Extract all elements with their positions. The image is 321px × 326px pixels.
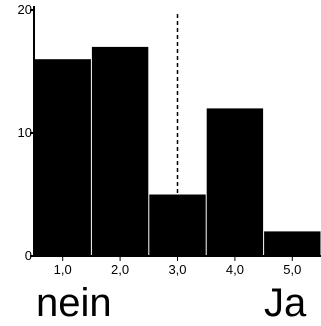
bars: [34, 46, 321, 257]
bar-1: [34, 59, 91, 257]
bar-4: [206, 108, 264, 257]
x-tick-label: 1,0: [54, 262, 72, 277]
x-tick-label: 2,0: [111, 262, 129, 277]
x-tick-label: 3,0: [168, 262, 186, 277]
bar-3: [149, 194, 206, 256]
y-tick-label: 20: [18, 2, 32, 17]
y-tick-label: 10: [18, 125, 32, 140]
x-tick-label: 5,0: [283, 262, 301, 277]
bar-2: [91, 46, 149, 257]
bottom-label-right: Ja: [264, 281, 307, 325]
y-tick-label: 0: [25, 248, 32, 263]
x-tick-label: 4,0: [226, 262, 244, 277]
bottom-label-left: nein: [36, 281, 112, 325]
ticks: 0 10 20 1,0 2,0 3,0 4,0 5,0: [18, 2, 302, 277]
bar-5: [264, 231, 321, 256]
